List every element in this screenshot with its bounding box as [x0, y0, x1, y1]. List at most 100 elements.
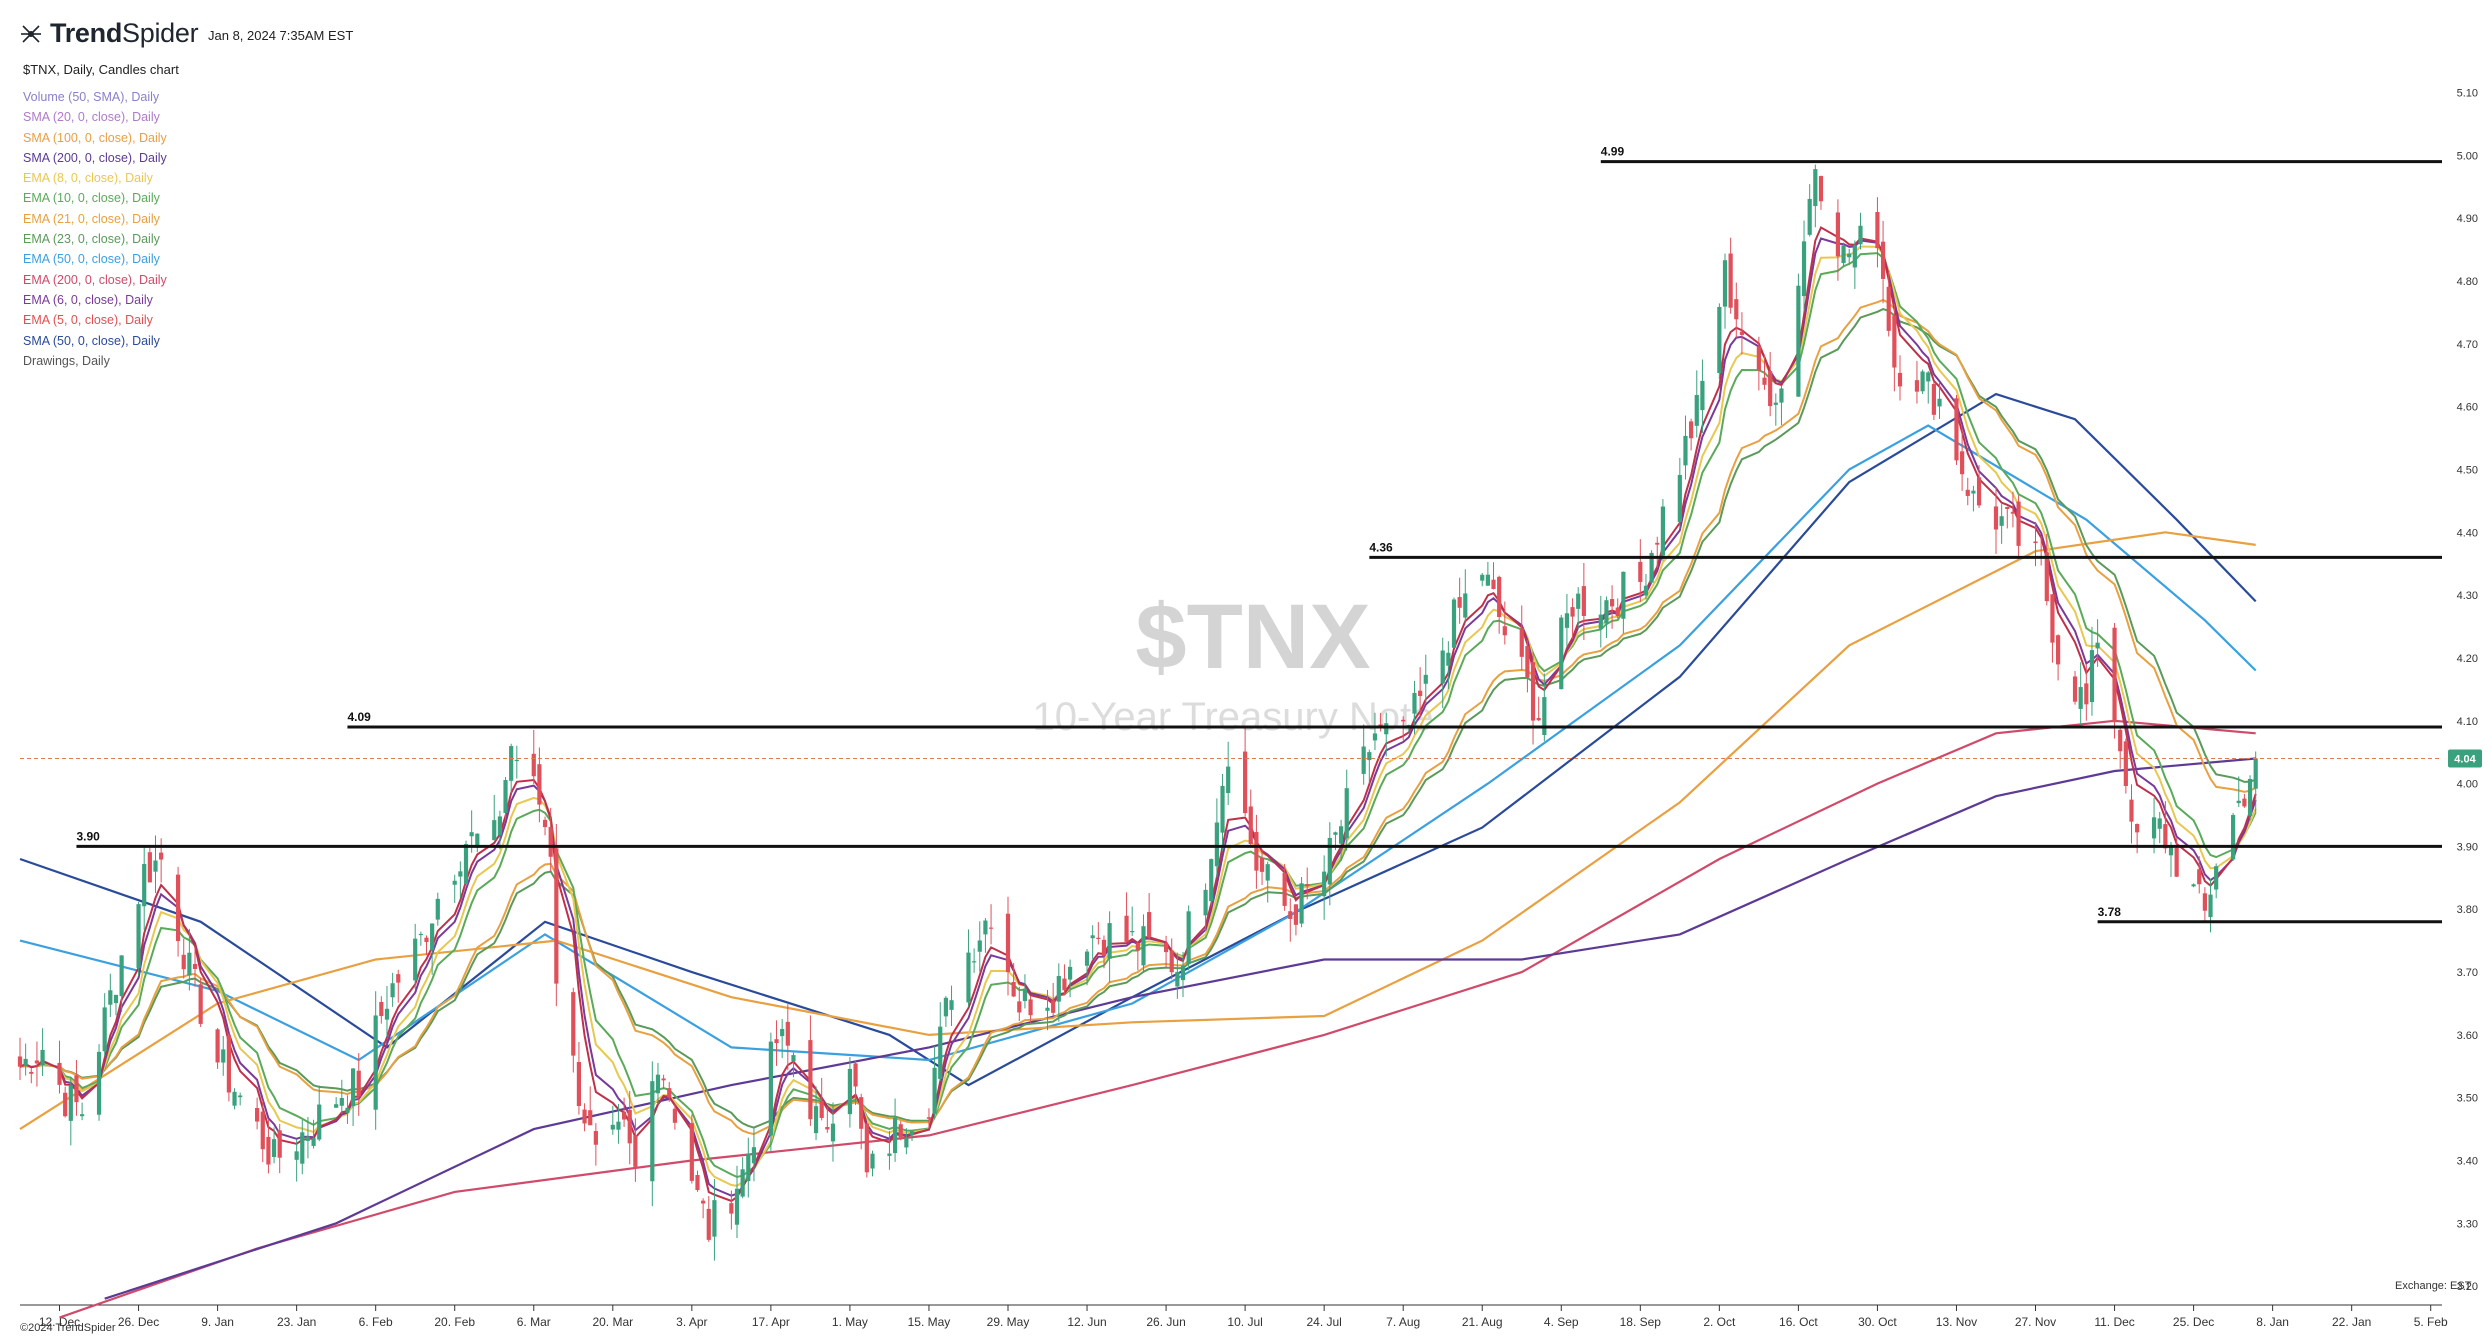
candle-body — [1768, 371, 1773, 407]
candle-body — [63, 1092, 68, 1117]
candle — [870, 1150, 875, 1177]
candle — [396, 969, 401, 1003]
candle — [1209, 858, 1214, 907]
candle-body — [1017, 1001, 1022, 1013]
candle-body — [610, 1124, 615, 1130]
candle-body — [1243, 751, 1248, 814]
candle-body — [215, 1029, 220, 1063]
candle — [1954, 394, 1959, 465]
candle — [1914, 360, 1920, 404]
candle-body — [356, 1070, 361, 1097]
legend-item[interactable]: EMA (21, 0, close), Daily — [23, 211, 160, 226]
candle — [610, 1105, 615, 1135]
legend-item[interactable]: SMA (200, 0, close), Daily — [23, 150, 167, 165]
x-tick-label: 30. Oct — [1858, 1315, 1897, 1329]
candle-body — [1999, 516, 2004, 526]
candle — [221, 1036, 226, 1076]
candle-body — [751, 1147, 757, 1164]
candle — [1502, 601, 1507, 645]
candle-body — [633, 1135, 638, 1167]
candle — [2055, 634, 2061, 681]
legend-item[interactable]: EMA (50, 0, close), Daily — [23, 252, 160, 267]
candle-body — [2191, 884, 2196, 887]
legend-item[interactable]: SMA (50, 0, close), Daily — [23, 333, 160, 348]
candle — [1920, 369, 1925, 395]
candle-body — [424, 937, 429, 942]
candle — [384, 986, 390, 1037]
candle-body — [542, 819, 548, 828]
legend-item[interactable]: EMA (23, 0, close), Daily — [23, 232, 160, 247]
candle — [142, 847, 147, 931]
indicator-legend: Volume (50, SMA), Daily SMA (20, 0, close… — [23, 87, 167, 371]
candle — [311, 1119, 316, 1149]
candle-body — [255, 1107, 260, 1122]
candle-body — [57, 1062, 62, 1085]
candle-body — [531, 753, 536, 777]
candle — [1525, 639, 1530, 693]
legend-item[interactable]: Volume (50, SMA), Daily — [23, 90, 160, 104]
candle — [768, 1032, 773, 1153]
legend-item[interactable]: EMA (5, 0, close), Daily — [23, 313, 153, 328]
legend-item[interactable]: EMA (8, 0, close), Daily — [23, 171, 153, 186]
candle — [96, 1044, 102, 1121]
legend-item[interactable]: EMA (200, 0, close), Daily — [23, 272, 167, 287]
candle-body — [1835, 212, 1841, 257]
y-tick-label: 3.90 — [2457, 841, 2478, 853]
candle — [503, 777, 508, 820]
candle-body — [1288, 911, 1293, 919]
candle-body — [492, 820, 497, 841]
candle — [729, 1190, 734, 1230]
candle — [1649, 550, 1654, 585]
candle-body — [983, 920, 988, 935]
candle — [379, 996, 384, 1024]
candle — [113, 994, 119, 1016]
candle-body — [2072, 676, 2078, 702]
candle-body — [972, 961, 977, 963]
y-tick-label: 3.30 — [2457, 1218, 2478, 1230]
candle — [305, 1116, 311, 1159]
candle — [1717, 303, 1722, 380]
candle — [1965, 477, 1970, 506]
candle — [1971, 485, 1976, 512]
candle — [2050, 593, 2055, 663]
candle-body — [966, 952, 971, 1003]
y-tick-label: 4.60 — [2457, 402, 2478, 414]
x-tick-label: 2. Oct — [1703, 1315, 1736, 1329]
legend-item[interactable]: Drawings, Daily — [23, 353, 110, 368]
y-tick-label: 3.20 — [2457, 1281, 2478, 1293]
candle-body — [847, 1068, 853, 1115]
candle-body — [29, 1071, 34, 1074]
candle — [1361, 724, 1366, 785]
candle-body — [1322, 871, 1327, 897]
candle-body — [1163, 943, 1169, 953]
candle-body — [887, 1153, 892, 1156]
candle-body — [1147, 912, 1152, 938]
legend-item[interactable]: EMA (6, 0, close), Daily — [23, 292, 153, 307]
candle-body — [1852, 245, 1857, 268]
candle — [2157, 811, 2162, 844]
candle-body — [458, 871, 463, 877]
candle — [1243, 728, 1248, 817]
x-tick-label: 17. Apr — [752, 1315, 790, 1329]
candle — [356, 1053, 361, 1116]
candle-body — [1135, 942, 1140, 951]
candle — [418, 931, 423, 946]
candle-body — [1372, 733, 1378, 741]
x-tick-label: 16. Oct — [1779, 1315, 1818, 1329]
candle — [1773, 393, 1778, 426]
candle — [1880, 220, 1886, 304]
legend-item[interactable]: SMA (100, 0, close), Daily — [23, 130, 167, 145]
candle-body — [34, 1060, 40, 1064]
legend-item[interactable]: SMA (20, 0, close), Daily — [23, 110, 160, 125]
candle-body — [791, 1055, 796, 1062]
watermark-name: 10-Year Treasury Note — [1033, 695, 1434, 739]
candle — [345, 1095, 350, 1124]
candle-body — [1847, 253, 1852, 258]
candle — [537, 747, 542, 823]
candle — [593, 1123, 598, 1166]
candle-body — [1762, 377, 1767, 385]
candle-body — [1756, 346, 1761, 371]
candle — [542, 816, 548, 836]
legend-item[interactable]: EMA (10, 0, close), Daily — [23, 191, 160, 206]
